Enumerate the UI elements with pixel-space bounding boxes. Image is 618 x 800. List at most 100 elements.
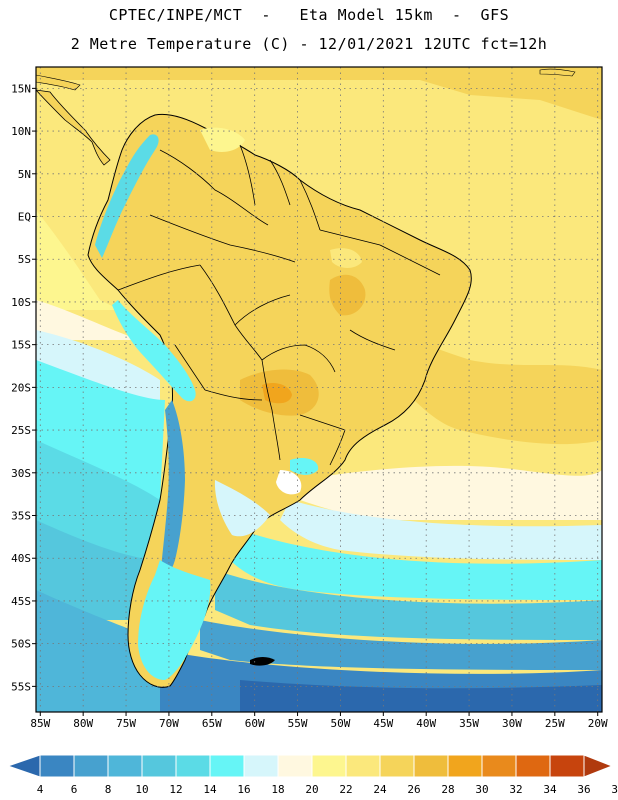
colorbar-label: 4: [37, 783, 44, 796]
mild-region-amazon: [330, 248, 362, 268]
lat-label: 20S: [11, 381, 31, 394]
colorbar-label: 6: [71, 783, 78, 796]
ocean-band-12-pacific: [36, 520, 160, 620]
colorbar-label: 16: [237, 783, 250, 796]
pampas-cool: [214, 480, 270, 537]
lat-label: 50S: [11, 638, 31, 651]
colorbar-label: 26: [407, 783, 420, 796]
lat-label: 10S: [11, 296, 31, 309]
lon-label: 85W: [30, 717, 50, 730]
chart-subtitle: 2 Metre Temperature (C) - 12/01/2021 12U…: [70, 35, 548, 53]
colorbar-box: [413, 754, 449, 778]
ocean-band-26-north: [36, 67, 602, 120]
lon-label: 50W: [331, 717, 351, 730]
lat-label: 25S: [11, 424, 31, 437]
ocean-band-22-pacific: [36, 210, 120, 310]
colorbar-box: [515, 754, 551, 778]
colorbar-box: [243, 754, 279, 778]
colorbar-label: 34: [543, 783, 557, 796]
ocean-band-20-pacific: [36, 300, 140, 340]
colorbar-label: 10: [135, 783, 148, 796]
lon-label: 20W: [588, 717, 608, 730]
lon-label: 35W: [459, 717, 479, 730]
ocean-band-10-pacific: [36, 590, 160, 712]
lat-lon-grid: [32, 67, 602, 716]
andes-cold-chile: [160, 400, 185, 582]
colorbar-boxes: [6, 754, 614, 778]
colorbar-label: 38: [611, 783, 618, 796]
lat-label: EQ: [18, 211, 31, 224]
colorbar-label: 32: [509, 783, 522, 796]
lat-label: 45S: [11, 595, 31, 608]
ocean-band-16-atlantic: [230, 530, 602, 600]
colorbar-arrow-low: [6, 754, 41, 778]
colorbar-box: [39, 754, 75, 778]
colorbar-label: 14: [203, 783, 217, 796]
lat-label: 5N: [18, 168, 31, 181]
colorbar-box: [311, 754, 347, 778]
hot-region-central-brazil: [329, 274, 366, 316]
colorbar-box: [481, 754, 517, 778]
lon-label: 45W: [373, 717, 393, 730]
colorbar-label: 24: [373, 783, 387, 796]
lat-label: 15N: [11, 82, 31, 95]
colorbar-box: [379, 754, 415, 778]
lon-label: 75W: [116, 717, 136, 730]
lat-label: 15S: [11, 339, 31, 352]
lon-label: 60W: [245, 717, 265, 730]
ocean-band-4-atlantic: [240, 680, 602, 712]
colorbar-label: 30: [475, 783, 488, 796]
chart-title: CPTEC/INPE/MCT - Eta Model 15km - GFS: [108, 6, 510, 24]
central-america: [36, 89, 111, 166]
colorbar-box: [175, 754, 211, 778]
lat-label: 30S: [11, 467, 31, 480]
lat-label: 10N: [11, 125, 31, 138]
map-frame: [35, 66, 603, 713]
ocean-band-18-atlantic: [280, 500, 602, 560]
colorbar-label: 28: [441, 783, 454, 796]
colorbar-arrow-high: [583, 754, 614, 778]
falkland-islands: [250, 657, 275, 666]
rio-de-la-plata: [276, 470, 302, 495]
colorbar-label: 22: [339, 783, 352, 796]
andes-cold-north: [95, 134, 159, 258]
colorbar-label: 8: [105, 783, 112, 796]
ocean-band-12-atlantic: [215, 570, 602, 640]
latitude-labels: 15N 10N 5N EQ 5S 10S 15S 20S 25S 30S 35S 40S 45S 50S 5…: [11, 82, 31, 693]
lesser-antilles: [539, 68, 576, 77]
caribbean-coast: [36, 74, 81, 91]
andes-cold-peru: [112, 300, 196, 402]
lat-label: 55S: [11, 680, 31, 693]
colorbar-box: [549, 754, 585, 778]
lon-label: 55W: [288, 717, 308, 730]
lat-label: 5S: [18, 253, 31, 266]
lon-label: 30W: [502, 717, 522, 730]
colorbar-box: [209, 754, 245, 778]
colorbar-box: [73, 754, 109, 778]
ocean-band-14-pacific: [36, 440, 160, 560]
lat-label: 40S: [11, 552, 31, 565]
lat-label: 35S: [11, 510, 31, 523]
ocean-band-8-atlantic: [200, 620, 602, 670]
lon-label: 80W: [73, 717, 93, 730]
longitude-labels: 85W 80W 75W 70W 65W 60W 55W 50W 45W 40W 35W 30W 25W 2…: [30, 717, 608, 730]
colorbar-label: 36: [577, 783, 590, 796]
colorbar-box: [277, 754, 313, 778]
lon-label: 70W: [159, 717, 179, 730]
colorbar-box: [141, 754, 177, 778]
colorbar-box: [345, 754, 381, 778]
colorbar-label: 12: [169, 783, 182, 796]
temperature-map: 15N 10N 5N EQ 5S 10S 15S 20S 25S 30S 35S 40S 45S 50S 5…: [11, 66, 608, 730]
mild-region-venezuela: [200, 127, 245, 152]
patagonia-cool: [138, 560, 211, 680]
colorbar-box: [107, 754, 143, 778]
map-field: [36, 67, 602, 712]
colorbar-box: [447, 754, 483, 778]
ocean-band-20-atlantic: [300, 465, 602, 520]
colorbar-label: 20: [305, 783, 318, 796]
colorbar-labels: 4 6 8 10 12 14 16 18 20 22 24 26 28 30 32 34 36 38: [37, 783, 618, 796]
lon-label: 40W: [416, 717, 436, 730]
colorbar-label: 18: [271, 783, 284, 796]
lon-label: 65W: [202, 717, 222, 730]
